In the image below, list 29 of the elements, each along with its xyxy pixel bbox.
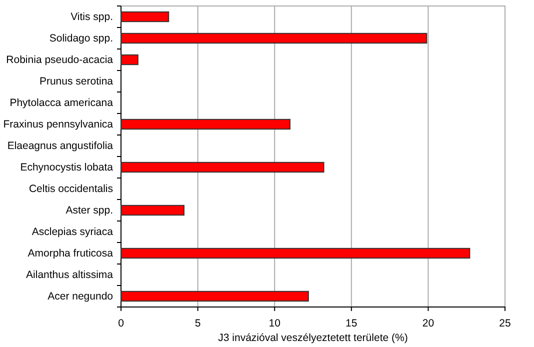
y-tick-label: Amorpha fruticosa [28,248,114,260]
bar [120,11,170,22]
x-tick-label: 10 [268,318,281,330]
bar [120,248,470,259]
y-tick-label: Fraxinus pennsylvanica [3,118,114,131]
y-tick-label: Aster spp. [66,204,113,217]
y-tick-label: Elaeagnus angustifolia [7,140,114,152]
x-axis-title: J3 invázióval veszélyeztetett területe (%) [218,332,408,344]
x-tick-label: 20 [422,318,434,330]
y-tick-label: Vitis spp. [70,11,113,24]
bar [120,118,290,130]
y-tick-label: Ailanthus altissima [26,269,114,282]
y-tick-label: Asclepias syriaca [32,226,114,238]
y-tick-label: Prunus serotina [39,76,114,88]
x-tick-label: 0 [118,318,124,330]
y-tick-label: Solidago spp. [49,32,113,45]
y-tick-label: Robinia pseudo-acacia [6,54,114,66]
x-tick-label: 25 [499,318,511,330]
bar [120,162,324,173]
y-tick-label: Celtis occidentalis [28,183,113,196]
bar [120,204,184,216]
y-tick-label: Phytolacca americana [10,97,114,110]
bar [120,32,428,44]
y-tick-label: Acer negundo [48,290,114,303]
y-tick-label: Echynocystis lobata [20,162,114,174]
bar [120,54,138,66]
bar [120,290,309,302]
x-tick-label: 5 [194,318,201,330]
x-tick-label: 15 [346,318,358,330]
